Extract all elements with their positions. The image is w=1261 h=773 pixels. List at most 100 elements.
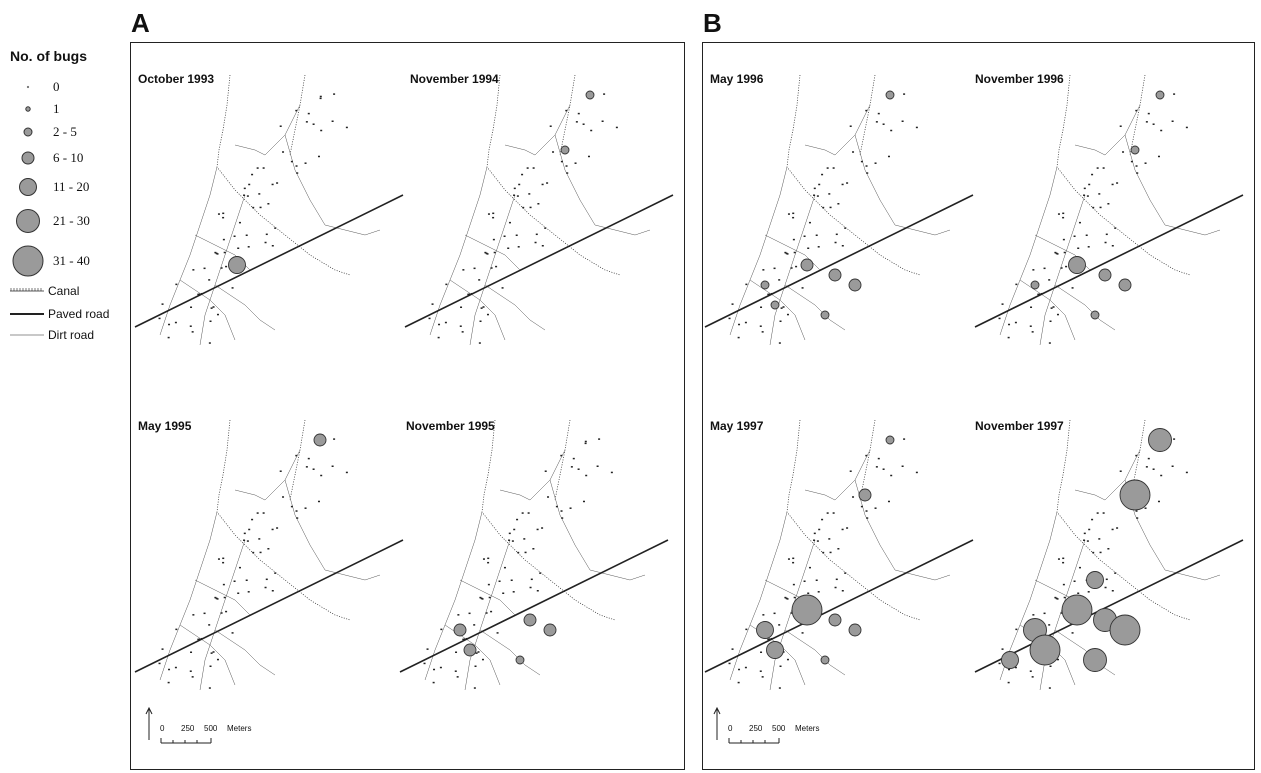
house-marker (308, 458, 310, 460)
house-marker (835, 587, 837, 589)
dirt-road (450, 280, 505, 340)
house-marker (516, 235, 518, 237)
house-marker (833, 512, 835, 514)
bug-count-circle (454, 624, 466, 636)
house-marker (547, 496, 549, 498)
house-marker (248, 529, 250, 531)
house-marker (866, 165, 868, 167)
house-marker (1084, 533, 1086, 535)
house-marker (537, 529, 539, 531)
house-marker (1106, 579, 1108, 581)
house-marker (244, 533, 246, 535)
bug-count-circle (821, 311, 829, 319)
house-marker (760, 652, 762, 654)
house-marker (175, 629, 177, 631)
house-marker (1030, 307, 1032, 309)
house-marker (1131, 161, 1133, 163)
house-marker (530, 207, 532, 209)
house-marker (1054, 597, 1056, 599)
map-0 (135, 75, 403, 345)
house-marker (1088, 184, 1090, 186)
house-marker (916, 472, 918, 474)
house-marker (1107, 203, 1109, 205)
house-marker (525, 552, 527, 554)
house-marker (438, 337, 440, 339)
house-marker (201, 293, 203, 295)
house-marker (804, 581, 806, 583)
house-marker (225, 266, 227, 268)
house-marker (1153, 468, 1155, 470)
house-marker (504, 236, 506, 238)
house-marker (738, 682, 740, 684)
house-marker (546, 182, 548, 184)
house-marker (248, 591, 250, 593)
house-marker (223, 584, 225, 586)
house-marker (1120, 470, 1122, 472)
house-marker (491, 267, 493, 269)
paved-road (975, 540, 1243, 672)
house-marker (883, 468, 885, 470)
dirt-road (1020, 280, 1075, 340)
bug-count-circle (561, 146, 569, 154)
house-marker (521, 174, 523, 176)
house-marker (738, 337, 740, 339)
house-marker (903, 93, 905, 95)
house-marker (598, 438, 600, 440)
house-marker (197, 294, 199, 296)
house-marker (1008, 682, 1010, 684)
bug-count-circle (1091, 311, 1099, 319)
house-marker (1030, 670, 1032, 672)
house-marker (1105, 242, 1107, 244)
house-marker (234, 581, 236, 583)
bug-count-circle (771, 301, 779, 309)
house-marker (282, 151, 284, 153)
house-marker (1100, 207, 1102, 209)
house-marker (475, 666, 477, 668)
house-marker (251, 174, 253, 176)
paved-road (405, 195, 673, 327)
house-marker (257, 167, 259, 169)
house-marker (1064, 597, 1066, 599)
canal-line (560, 75, 575, 155)
canal-line (487, 75, 620, 275)
house-marker (778, 624, 780, 626)
house-marker (466, 638, 468, 640)
house-marker (481, 307, 483, 309)
house-marker (1160, 475, 1162, 477)
house-marker (511, 580, 513, 582)
house-marker (221, 612, 223, 614)
bug-count-circle (801, 259, 813, 271)
bug-count-circle (1030, 635, 1060, 665)
house-marker (234, 236, 236, 238)
house-marker (433, 669, 435, 671)
house-marker (876, 121, 878, 123)
house-marker (1015, 322, 1017, 324)
house-marker (1114, 572, 1116, 574)
house-marker (1062, 562, 1064, 564)
house-marker (816, 580, 818, 582)
house-marker (1092, 552, 1094, 554)
house-marker (493, 239, 495, 241)
house-marker (818, 184, 820, 186)
bug-count-circle (1149, 429, 1172, 452)
bug-count-circle (1084, 649, 1107, 672)
house-marker (462, 639, 464, 641)
house-marker (745, 667, 747, 669)
house-marker (537, 590, 539, 592)
dirt-road (1075, 105, 1140, 155)
house-marker (527, 167, 529, 169)
paved-road (705, 195, 973, 327)
house-marker (492, 213, 494, 215)
canal-line (482, 420, 615, 620)
house-marker (771, 638, 773, 640)
canal-line (1057, 420, 1190, 620)
house-marker (1172, 120, 1174, 122)
house-marker (1153, 123, 1155, 125)
house-marker (795, 266, 797, 268)
house-marker (433, 682, 435, 684)
house-marker (1100, 552, 1102, 554)
house-marker (282, 496, 284, 498)
house-marker (513, 194, 515, 196)
house-marker (745, 322, 747, 324)
house-marker (888, 156, 890, 158)
